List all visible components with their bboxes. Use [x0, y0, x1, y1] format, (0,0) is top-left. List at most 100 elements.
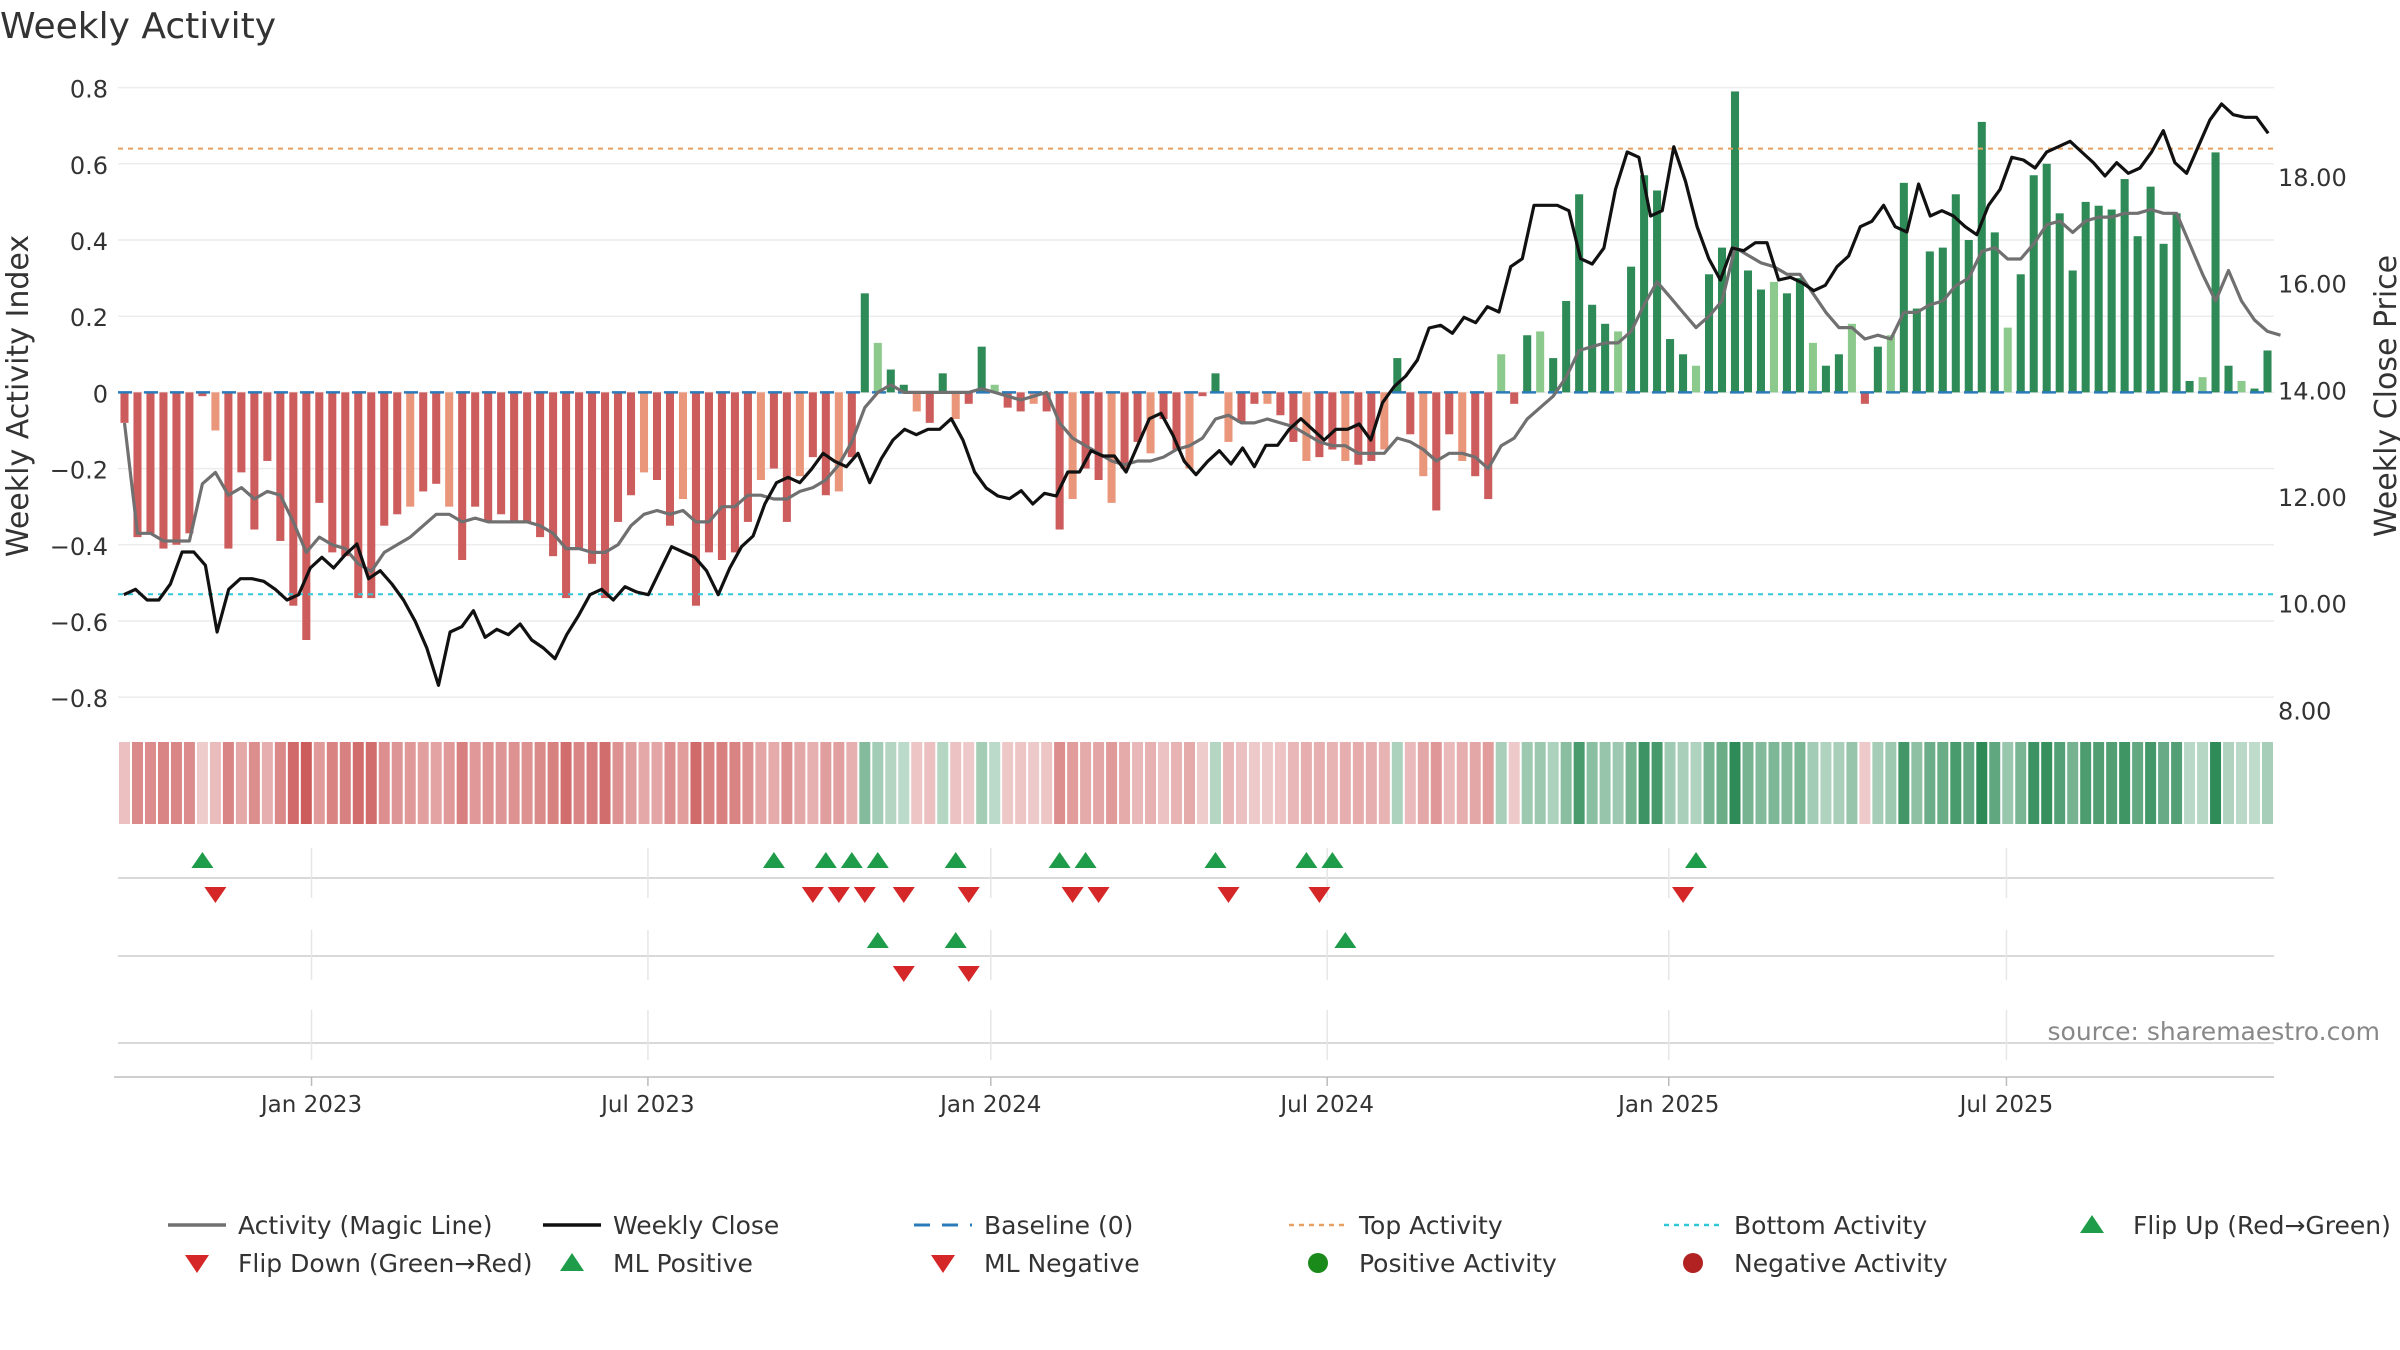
- activity-bar: [302, 392, 311, 640]
- activity-bar: [912, 392, 921, 412]
- activity-bar: [1354, 392, 1363, 465]
- activity-bar: [1743, 270, 1753, 393]
- y-axis-left-label: Weekly Activity Index: [1, 235, 36, 557]
- activity-bar: [704, 392, 713, 553]
- legend-swatch-tri-down: [931, 1255, 955, 1273]
- strip-cell: [1820, 742, 1832, 824]
- legend-label: Weekly Close: [613, 1211, 779, 1240]
- activity-bar: [1458, 392, 1467, 461]
- strip-cell: [1586, 742, 1598, 824]
- x-tick-label: Jan 2024: [938, 1092, 1041, 1118]
- activity-bar: [1484, 392, 1493, 500]
- legend-label: Bottom Activity: [1734, 1211, 1927, 1240]
- strip-cell: [2041, 742, 2053, 824]
- activity-bar: [224, 392, 233, 549]
- strip-cell: [872, 742, 884, 824]
- strip-cell: [1352, 742, 1364, 824]
- strip-cell: [1054, 742, 1066, 824]
- activity-bars: [120, 91, 2272, 640]
- flip-up-marker: [1048, 852, 1071, 868]
- source-note: source: sharemaestro.com: [2048, 1017, 2381, 1046]
- activity-bar: [562, 392, 571, 599]
- activity-bar: [1094, 392, 1103, 480]
- flip-down-marker: [1308, 887, 1331, 903]
- legend-label: ML Negative: [984, 1249, 1140, 1278]
- strip-cell: [1716, 742, 1728, 824]
- strip-cell: [1080, 742, 1092, 824]
- strip-cell: [1222, 742, 1234, 824]
- strip-cell: [443, 742, 455, 824]
- activity-bar: [821, 392, 830, 496]
- strip-cell: [456, 742, 468, 824]
- strip-cell: [430, 742, 442, 824]
- y-tick-label-left: −0.6: [50, 609, 108, 637]
- activity-bar: [1393, 358, 1402, 393]
- strip-cell: [1950, 742, 1962, 824]
- activity-bar: [1445, 392, 1454, 435]
- strip-cell: [1547, 742, 1559, 824]
- strip-cell: [976, 742, 988, 824]
- activity-bar: [1146, 392, 1155, 454]
- activity-bar: [1198, 392, 1207, 397]
- activity-bar: [1237, 392, 1246, 423]
- strip-cell: [703, 742, 715, 824]
- strip-cell: [729, 742, 741, 824]
- activity-bar: [1912, 308, 1921, 393]
- activity-bar: [2055, 213, 2064, 393]
- strip-cell: [1482, 742, 1494, 824]
- y-tick-label-left: 0.2: [70, 304, 108, 332]
- strip-cell: [2197, 742, 2209, 824]
- activity-bar: [1120, 392, 1129, 469]
- activity-bar: [341, 392, 350, 557]
- activity-bar: [1951, 194, 1960, 393]
- strip-cell: [222, 742, 234, 824]
- strip-cell: [417, 742, 429, 824]
- strip-cell: [560, 742, 572, 824]
- strip-cell: [1703, 742, 1715, 824]
- strip-cell: [1067, 742, 1079, 824]
- strip-cell: [391, 742, 403, 824]
- flip-down-marker: [1087, 887, 1110, 903]
- strip-cell: [1093, 742, 1105, 824]
- strip-cell: [1781, 742, 1793, 824]
- strip-cell: [989, 742, 1001, 824]
- activity-bar: [1302, 392, 1311, 461]
- legend-swatch-dot: [1683, 1253, 1703, 1273]
- legend-item: Weekly Close: [543, 1211, 779, 1240]
- strip-cell: [1963, 742, 1975, 824]
- y-tick-label-right: 14.00: [2278, 377, 2347, 405]
- activity-bar: [1523, 335, 1532, 393]
- strip-cell: [352, 742, 364, 824]
- activity-bar: [1549, 358, 1558, 393]
- activity-bar: [2120, 179, 2129, 393]
- activity-bar: [289, 392, 298, 606]
- activity-bar: [1562, 300, 1571, 393]
- strip-cell: [1287, 742, 1299, 824]
- legend-label: ML Positive: [613, 1249, 753, 1278]
- strip-cell: [2119, 742, 2131, 824]
- activity-bar: [523, 392, 532, 522]
- strip-cell: [1677, 742, 1689, 824]
- activity-bar: [2224, 365, 2233, 393]
- activity-bar: [1432, 392, 1441, 511]
- strip-cell: [261, 742, 273, 824]
- strip-cell: [378, 742, 390, 824]
- magic-line: [122, 207, 2281, 574]
- strip-cell: [1028, 742, 1040, 824]
- activity-bar: [1847, 323, 1856, 393]
- activity-bar: [1536, 331, 1545, 393]
- strip-cell: [508, 742, 520, 824]
- activity-bar: [1224, 392, 1233, 442]
- strip-cell: [1391, 742, 1403, 824]
- legend-swatch-tri-down: [185, 1255, 209, 1273]
- strip-cell: [2210, 742, 2222, 824]
- strip-cell: [1197, 742, 1208, 824]
- activity-bar: [2068, 270, 2077, 393]
- strip-cell: [1378, 742, 1390, 824]
- activity-bar: [1964, 240, 1973, 393]
- ml-negative-marker: [957, 966, 980, 982]
- flip-up-marker: [762, 852, 785, 868]
- activity-bar: [2185, 380, 2194, 393]
- x-axis: Jan 2023 Jul 2023 Jan 2024 Jul 2024 Jan 2025…: [114, 1076, 2274, 1118]
- strip-cell: [1132, 742, 1144, 824]
